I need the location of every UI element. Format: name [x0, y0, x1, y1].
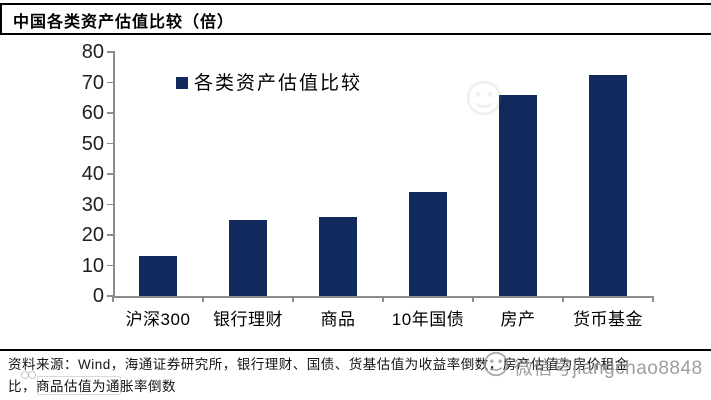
- watermark-smiley-face-icon: [483, 351, 509, 377]
- x-tick-mark: [292, 296, 294, 302]
- y-tick-mark: [107, 81, 113, 84]
- x-tick-mark: [652, 296, 654, 302]
- x-axis-label-房产: 房产: [500, 310, 536, 329]
- bar-货币基金: [589, 74, 627, 296]
- x-tick-mark: [202, 296, 204, 302]
- y-tick-label: 0: [92, 285, 104, 307]
- faint-watermark-face-icon: [466, 80, 502, 116]
- watermark-text: 微信号jiangchao8848: [514, 358, 703, 379]
- chart-title: 中国各类资产估值比较（倍）: [13, 14, 235, 31]
- footnote-separator: [0, 349, 711, 351]
- y-tick-mark: [107, 264, 113, 267]
- y-tick-label: 30: [81, 193, 104, 216]
- y-tick-mark: [107, 142, 113, 145]
- bar-10年国债: [409, 192, 447, 296]
- faint-watermark-box: [37, 376, 121, 395]
- footnote-line-1: 资料来源：Wind，海通证券研究所，银行理财、国债、货基估值为收益率倒数，房产估…: [8, 357, 629, 372]
- y-tick-label: 60: [81, 102, 104, 124]
- title-top-border: [0, 3, 711, 5]
- x-axis-label-商品: 商品: [320, 310, 356, 329]
- legend-label: 各类资产估值比较: [194, 73, 363, 94]
- bar-商品: [319, 216, 357, 296]
- y-tick-label: 80: [81, 41, 104, 63]
- x-tick-mark: [112, 296, 114, 302]
- y-tick-label: 70: [81, 71, 104, 94]
- y-tick-label: 20: [81, 224, 104, 246]
- y-tick-mark: [107, 173, 113, 175]
- bar-沪深300: [139, 256, 177, 296]
- bar-房产: [499, 94, 537, 296]
- x-axis-label-银行理财: 银行理财: [213, 310, 283, 329]
- x-tick-mark: [382, 296, 384, 302]
- x-axis-label-沪深300: 沪深300: [125, 310, 191, 329]
- y-tick-mark: [107, 112, 113, 114]
- y-axis-line: [113, 51, 115, 297]
- x-tick-mark: [562, 296, 564, 302]
- title-bottom-border: [0, 33, 711, 35]
- title-left-border: [0, 3, 2, 34]
- legend-swatch: [176, 76, 188, 89]
- y-tick-mark: [107, 234, 113, 236]
- y-tick-label: 50: [81, 132, 104, 155]
- y-tick-mark: [107, 203, 113, 206]
- x-axis-label-10年国债: 10年国债: [391, 310, 465, 329]
- x-axis-label-货币基金: 货币基金: [573, 310, 643, 329]
- bar-银行理财: [229, 219, 267, 296]
- faint-watermark-dot: [28, 371, 36, 379]
- y-tick-mark: [107, 51, 113, 53]
- y-tick-mark: [107, 295, 113, 297]
- chart-legend: 各类资产估值比较: [176, 68, 362, 95]
- x-tick-mark: [472, 296, 474, 302]
- y-tick-label: 40: [81, 163, 104, 185]
- y-tick-label: 10: [81, 254, 104, 277]
- footnote-line-2: 比，商品估值为通胀率倒数: [8, 379, 176, 394]
